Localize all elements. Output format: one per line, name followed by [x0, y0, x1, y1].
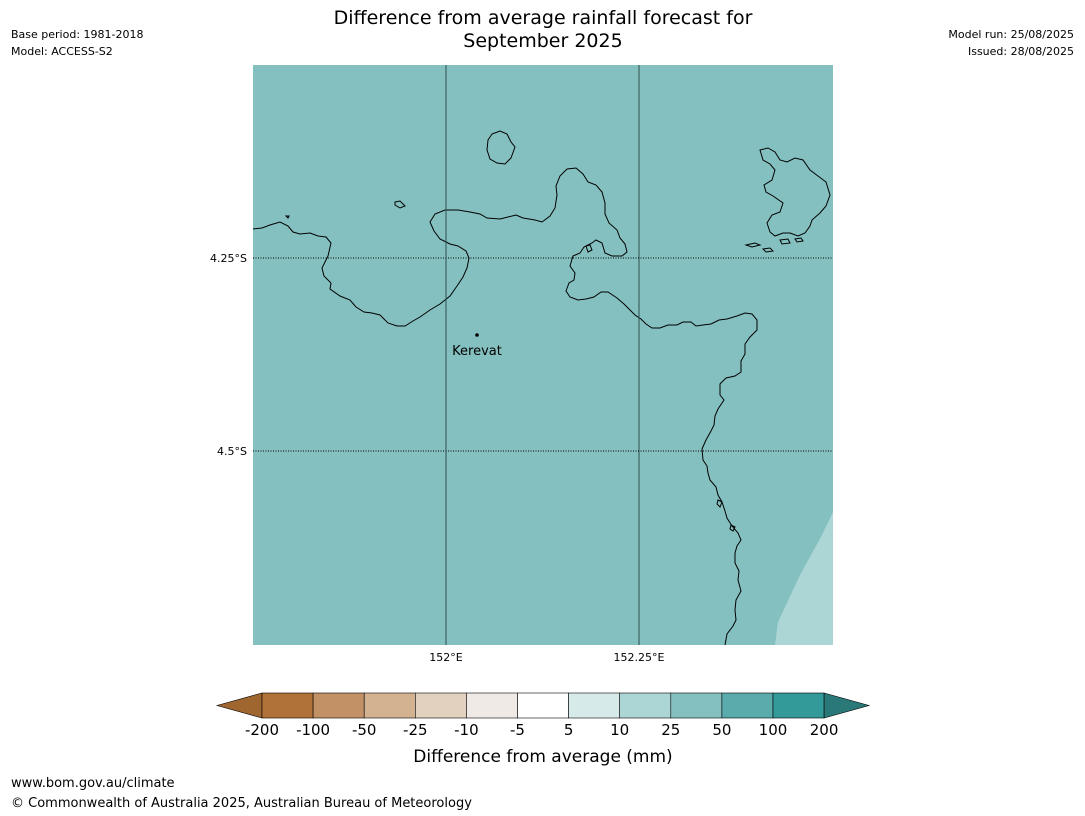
map-panel[interactable]: Kerevat: [252, 65, 833, 646]
model-text: Model: ACCESS-S2: [11, 45, 113, 58]
colorbar-segment: [772, 692, 825, 719]
coastline-islet-5: [794, 237, 804, 243]
colorbar-arrow-low: [215, 692, 263, 719]
footer-copyright: © Commonwealth of Australia 2025, Austra…: [11, 796, 472, 811]
colorbar-tick-label: -200: [245, 721, 279, 739]
coastline-islet-9: [284, 215, 290, 219]
colorbar-segment: [363, 692, 416, 719]
base-period-text: Base period: 1981-2018: [11, 28, 144, 41]
gridlines: [253, 65, 833, 645]
title-line-1: Difference from average rainfall forecas…: [333, 7, 753, 29]
model-run-text: Model run: 25/08/2025: [948, 28, 1074, 41]
colorbar-segment: [466, 692, 518, 719]
kerevat-label: Kerevat: [452, 344, 502, 359]
colorbar-tick-label: -10: [454, 721, 479, 739]
colorbar-tick-label: 50: [712, 721, 731, 739]
lon-label-152e: 152°E: [429, 651, 462, 664]
page-title: Difference from average rainfall forecas…: [243, 7, 843, 53]
colorbar-segment: [721, 692, 774, 719]
colorbar-arrow-high: [823, 692, 871, 719]
colorbar-tick-label: 5: [564, 721, 574, 739]
kerevat-marker: [475, 333, 479, 337]
colorbar-segment: [619, 692, 672, 719]
colorbar-tick-label: -25: [403, 721, 428, 739]
colorbar-tick-label: 25: [661, 721, 680, 739]
map-background: [253, 65, 833, 645]
coastline-islet-1: [394, 200, 406, 209]
coastline-islet-8: [585, 244, 593, 253]
colorbar-segment: [568, 692, 620, 719]
coastline-northeast-island: [759, 147, 831, 237]
meta-right: Model run: 25/08/2025 Issued: 28/08/2025: [948, 26, 1074, 60]
coastline-small-island-north: [486, 130, 516, 165]
colorbar-tick-label: 10: [610, 721, 629, 739]
lon-label-152-25e: 152.25°E: [614, 651, 665, 664]
coastline-islet-4: [779, 238, 791, 245]
secondary-fill-region: [775, 512, 833, 645]
colorbar-segment: [517, 692, 569, 719]
colorbar-tick-label: -50: [352, 721, 377, 739]
coastline-islet-7: [729, 524, 736, 532]
coastline-islet-2: [744, 242, 762, 248]
coastlines: [252, 130, 831, 646]
coastline-islet-3: [761, 247, 775, 253]
colorbar-segment: [312, 692, 365, 719]
title-line-2: September 2025: [463, 30, 623, 52]
colorbar-tick-label: -100: [296, 721, 330, 739]
footer: www.bom.gov.au/climate © Commonwealth of…: [11, 774, 472, 814]
issued-text: Issued: 28/08/2025: [967, 45, 1074, 58]
colorbar-segment: [414, 692, 467, 719]
colorbar-tick-label: -5: [510, 721, 525, 739]
colorbar-tick-labels: -200 -100 -50 -25 -10 -5 5 10 25 50 100 200: [245, 721, 838, 739]
colorbar-segments: [215, 692, 871, 719]
colorbar-tick-label: 200: [810, 721, 839, 739]
colorbar-title: Difference from average (mm): [413, 747, 672, 767]
lat-label-4-5s: 4.5°S: [217, 445, 247, 458]
colorbar-segment: [670, 692, 723, 719]
colorbar-segment: [261, 692, 314, 719]
meta-left: Base period: 1981-2018 Model: ACCESS-S2: [11, 26, 143, 60]
colorbar-tick-label: 100: [759, 721, 788, 739]
coastline-islet-6: [716, 499, 723, 508]
lat-label-4-25s: 4.25°S: [210, 252, 247, 265]
colorbar-legend: -200 -100 -50 -25 -10 -5 5 10 25 50 100 200 Differe…: [215, 692, 871, 767]
footer-url[interactable]: www.bom.gov.au/climate: [11, 776, 175, 791]
